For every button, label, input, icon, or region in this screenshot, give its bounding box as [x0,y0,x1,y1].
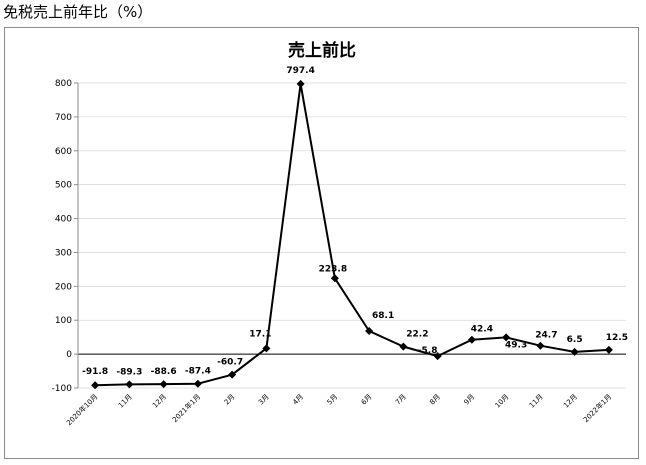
data-label: -5.8 [418,346,438,356]
data-label: 22.2 [406,330,428,340]
data-point [399,342,408,351]
x-tick-label: 2月 [223,393,237,407]
y-axis-ticks: -100 0 100 200 300 400 500 600 700 800 [52,79,79,394]
page-heading: 免税売上前年比（%） [3,3,153,21]
data-point [604,345,613,354]
data-label: 797.4 [286,66,314,76]
x-tick-label: 12月 [562,393,579,410]
x-tick-label: 8月 [428,393,442,407]
data-point [228,370,237,379]
x-tick-label: 11月 [528,393,545,410]
y-tick-label: -100 [52,384,73,394]
data-label: 68.1 [372,311,394,321]
series-line [95,82,609,387]
x-tick-label: 12月 [151,393,168,410]
x-tick-label: 7月 [394,393,408,407]
data-point [296,79,305,88]
data-point [159,380,168,389]
x-tick-label: 9月 [463,393,477,407]
data-label: -88.6 [151,367,177,377]
y-tick-label: 0 [66,350,72,360]
data-label: 12.5 [606,333,628,343]
data-label: -91.8 [82,367,108,377]
x-tick-label: 6月 [360,393,374,407]
data-labels: -91.8 -89.3 -88.6 -87.4 -60.7 17.1 797.4 223.8 6… [82,66,628,377]
y-tick-label: 700 [55,113,72,123]
data-point [365,327,374,336]
data-label: 17.1 [249,329,271,339]
y-tick-label: 300 [55,248,72,258]
gridlines [78,82,626,389]
series-line-group [95,82,609,387]
y-tick-label: 200 [55,282,72,292]
data-point [330,274,339,283]
y-tick-label: 600 [55,147,72,157]
data-label: 223.8 [319,264,347,274]
data-point [467,335,476,344]
x-tick-label: 4月 [291,393,305,407]
x-tick-label: 10月 [494,393,511,410]
data-label: 49.3 [505,340,527,350]
data-point [91,381,100,390]
y-tick-label: 100 [55,316,72,326]
y-tick-label: 500 [55,181,72,191]
data-point [536,341,545,350]
x-tick-label: 3月 [257,393,271,407]
data-label: 42.4 [471,325,493,335]
data-label: -87.4 [185,367,211,377]
data-points [91,79,613,390]
y-tick-label: 400 [55,215,72,225]
x-tick-label: 2022年1月 [581,392,613,424]
data-point [125,380,134,389]
data-label: -60.7 [217,358,243,368]
data-point [570,347,579,356]
data-point [433,352,442,361]
y-tick-label: 800 [55,79,72,89]
data-point [193,379,202,388]
x-tick-label: 11月 [117,393,134,410]
x-tick-label: 5月 [326,393,340,407]
x-tick-label: 2020年10月 [64,392,99,427]
x-tick-label: 2021年1月 [170,392,202,424]
data-point [502,333,511,342]
data-label: 24.7 [535,331,557,341]
data-label: 6.5 [567,335,583,345]
x-axis-ticks: 2020年10月 11月 12月 2021年1月 2月 3月 4月 5月 6月 7月 8月 9月 10月… [64,392,613,427]
data-label: -89.3 [116,367,142,377]
chart-frame [4,27,639,459]
data-point [262,344,271,353]
chart-title: 売上前比 [288,40,356,61]
